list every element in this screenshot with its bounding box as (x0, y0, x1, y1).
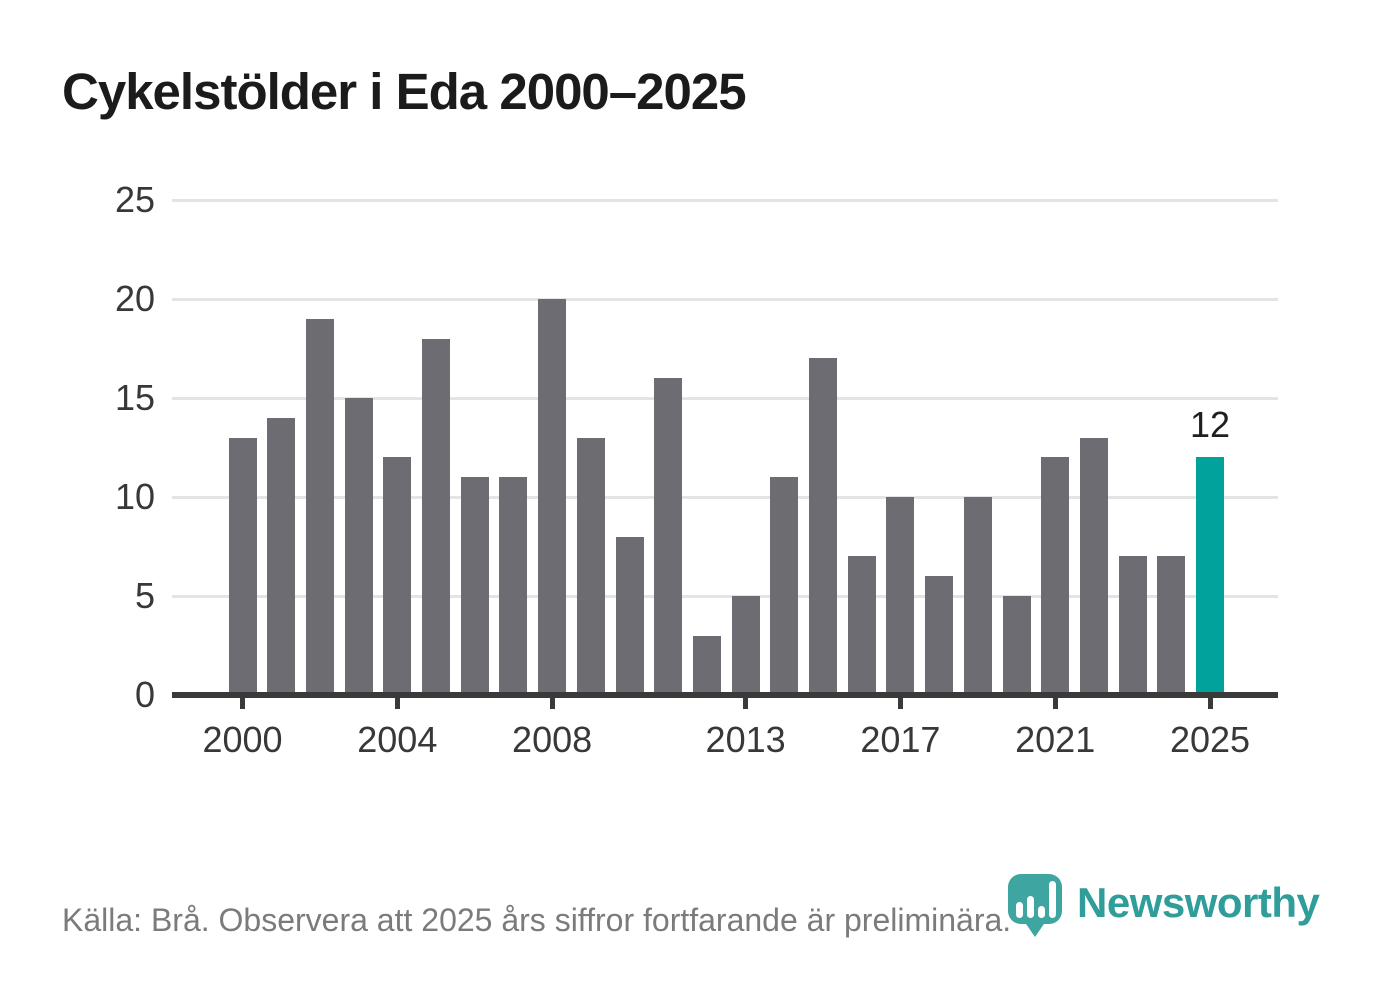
bar-2023 (1118, 556, 1147, 695)
x-tick-label-2000: 2000 (202, 719, 283, 760)
x-tick-2013 (743, 698, 749, 709)
bar-2004 (383, 457, 412, 695)
gridline-y10 (172, 495, 1278, 499)
bar-2021 (1041, 457, 1070, 695)
bar-2014 (770, 477, 799, 695)
newsworthy-wordmark: Newsworthy (1077, 879, 1320, 926)
x-tick-2025 (1207, 698, 1213, 709)
bar-2011 (654, 378, 683, 695)
bar-2018 (925, 576, 954, 695)
y-tick-label-5: 5 (134, 575, 155, 616)
gridline-y15 (172, 396, 1278, 400)
x-tick-label-2017: 2017 (860, 719, 941, 760)
bar-2022 (1079, 437, 1108, 695)
bar-2025 (1196, 457, 1224, 695)
bar-2003 (344, 398, 373, 695)
y-tick-label-0: 0 (134, 674, 155, 715)
x-axis-line (172, 692, 1278, 698)
gridline-y5 (172, 594, 1278, 598)
bar-2015 (809, 358, 837, 695)
bar-2024 (1157, 556, 1186, 695)
bar-2001 (267, 417, 296, 695)
y-tick-label-25: 25 (114, 179, 155, 220)
y-tick-label-10: 10 (114, 476, 155, 517)
x-tick-2021 (1052, 698, 1058, 709)
bar-2002 (305, 318, 334, 695)
bar-2016 (847, 556, 876, 695)
x-tick-2004 (394, 698, 400, 709)
bar-2009 (576, 437, 605, 695)
x-tick-label-2025: 2025 (1169, 719, 1251, 760)
x-tick-2008 (549, 698, 555, 709)
gridline-y25 (172, 198, 1278, 202)
x-tick-label-2021: 2021 (1015, 719, 1096, 760)
bar-2012 (692, 635, 721, 695)
bar-2013 (731, 596, 760, 695)
x-tick-label-2013: 2013 (705, 719, 786, 760)
bar-2007 (499, 477, 528, 695)
newsworthy-pin-icon (1008, 874, 1062, 937)
x-tick-2000 (240, 698, 245, 709)
x-tick-2017 (897, 698, 903, 709)
y-tick-label-20: 20 (114, 278, 155, 319)
bar-2019 (963, 497, 992, 695)
bar-2017 (886, 497, 915, 695)
gridline-y20 (172, 297, 1278, 301)
bar-2008 (538, 299, 567, 695)
bar-2010 (615, 536, 644, 695)
bar-2000 (228, 437, 257, 695)
source-note: Källa: Brå. Observera att 2025 års siffr… (62, 902, 1012, 938)
bar-2005 (422, 338, 450, 695)
newsworthy-logo: Newsworthy (1008, 874, 1320, 938)
bar-value-label-2025: 12 (1189, 404, 1231, 446)
plot-area: 2000 2004 2008 2013 2017 2021 2025 12 (172, 198, 1278, 760)
bar-2006 (460, 477, 489, 695)
x-tick-label-2004: 2004 (357, 719, 438, 760)
bar-2020 (1002, 596, 1031, 695)
chart-title: Cykelstölder i Eda 2000–2025 (62, 63, 747, 120)
x-tick-label-2008: 2008 (512, 719, 593, 760)
y-tick-label-15: 15 (114, 377, 155, 418)
